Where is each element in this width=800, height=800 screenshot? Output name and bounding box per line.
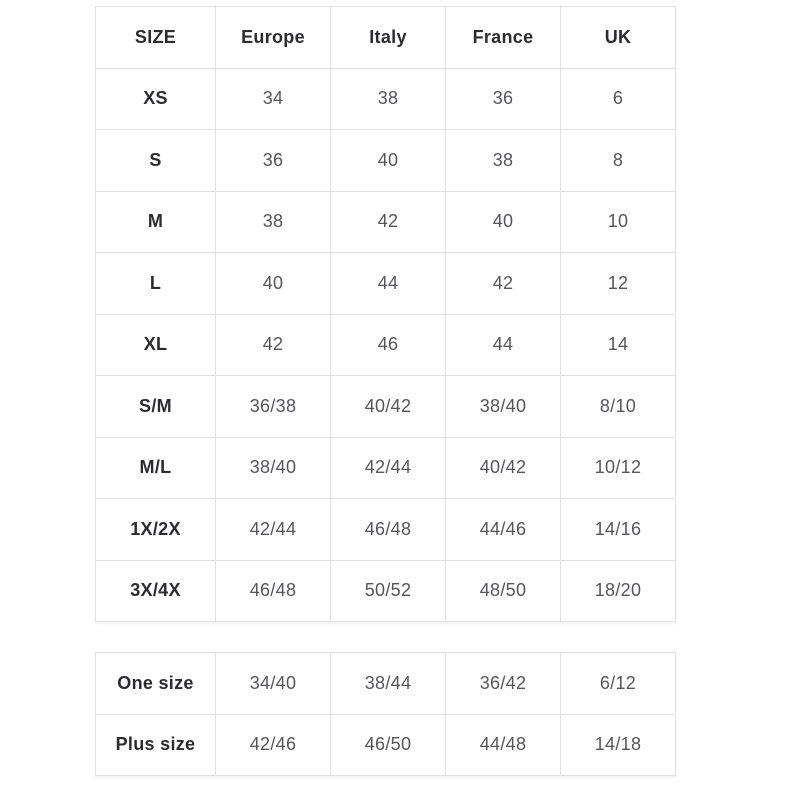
cell: 46/48	[330, 498, 446, 561]
cell: 38	[445, 129, 561, 192]
row-label: L	[95, 252, 216, 315]
cell: 40	[445, 190, 561, 253]
cell: 14/16	[560, 498, 676, 561]
cell: 34	[215, 67, 331, 130]
row-label: S	[95, 129, 216, 192]
cell: 42	[215, 313, 331, 376]
table-row: Plus size 42/46 46/50 44/48 14/18	[95, 713, 676, 776]
table-row: XS 34 38 36 6	[95, 67, 676, 130]
header-france: France	[445, 6, 561, 69]
row-label: One size	[95, 652, 216, 715]
row-label: M	[95, 190, 216, 253]
cell: 10/12	[560, 436, 676, 499]
table-row: S 36 40 38 8	[95, 129, 676, 192]
row-label: M/L	[95, 436, 216, 499]
header-size: SIZE	[95, 6, 216, 69]
cell: 44	[445, 313, 561, 376]
cell: 6/12	[560, 652, 676, 715]
cell: 38	[330, 67, 446, 130]
table-row: M 38 42 40 10	[95, 190, 676, 253]
cell: 36/42	[445, 652, 561, 715]
cell: 36/38	[215, 375, 331, 438]
cell: 38/44	[330, 652, 446, 715]
header-uk: UK	[560, 6, 676, 69]
size-conversion-tables: SIZE Europe Italy France UK XS 34 38 36 …	[95, 6, 676, 776]
cell: 40	[215, 252, 331, 315]
table-row: M/L 38/40 42/44 40/42 10/12	[95, 436, 676, 499]
cell: 38/40	[445, 375, 561, 438]
cell: 42	[445, 252, 561, 315]
cell: 44	[330, 252, 446, 315]
cell: 42/44	[215, 498, 331, 561]
cell: 42/44	[330, 436, 446, 499]
row-label: Plus size	[95, 713, 216, 776]
row-label: 3X/4X	[95, 559, 216, 622]
cell: 40/42	[330, 375, 446, 438]
cell: 38	[215, 190, 331, 253]
row-label: XS	[95, 67, 216, 130]
cell: 34/40	[215, 652, 331, 715]
cell: 44/46	[445, 498, 561, 561]
cell: 10	[560, 190, 676, 253]
cell: 48/50	[445, 559, 561, 622]
table-row: S/M 36/38 40/42 38/40 8/10	[95, 375, 676, 438]
cell: 18/20	[560, 559, 676, 622]
cell: 8/10	[560, 375, 676, 438]
table-row: 1X/2X 42/44 46/48 44/46 14/16	[95, 498, 676, 561]
cell: 46/50	[330, 713, 446, 776]
cell: 12	[560, 252, 676, 315]
cell: 36	[445, 67, 561, 130]
cell: 38/40	[215, 436, 331, 499]
cell: 40	[330, 129, 446, 192]
cell: 6	[560, 67, 676, 130]
cell: 50/52	[330, 559, 446, 622]
row-label: XL	[95, 313, 216, 376]
table-row: XL 42 46 44 14	[95, 313, 676, 376]
cell: 46	[330, 313, 446, 376]
table-row: One size 34/40 38/44 36/42 6/12	[95, 652, 676, 715]
special-sizes-table: One size 34/40 38/44 36/42 6/12 Plus siz…	[95, 652, 676, 776]
cell: 14	[560, 313, 676, 376]
cell: 36	[215, 129, 331, 192]
cell: 8	[560, 129, 676, 192]
header-italy: Italy	[330, 6, 446, 69]
row-label: 1X/2X	[95, 498, 216, 561]
header-europe: Europe	[215, 6, 331, 69]
size-conversion-table: SIZE Europe Italy France UK XS 34 38 36 …	[95, 6, 676, 622]
row-label: S/M	[95, 375, 216, 438]
cell: 14/18	[560, 713, 676, 776]
cell: 42	[330, 190, 446, 253]
table-row: L 40 44 42 12	[95, 252, 676, 315]
cell: 44/48	[445, 713, 561, 776]
table-row: 3X/4X 46/48 50/52 48/50 18/20	[95, 559, 676, 622]
cell: 46/48	[215, 559, 331, 622]
header-row: SIZE Europe Italy France UK	[95, 6, 676, 69]
cell: 40/42	[445, 436, 561, 499]
cell: 42/46	[215, 713, 331, 776]
